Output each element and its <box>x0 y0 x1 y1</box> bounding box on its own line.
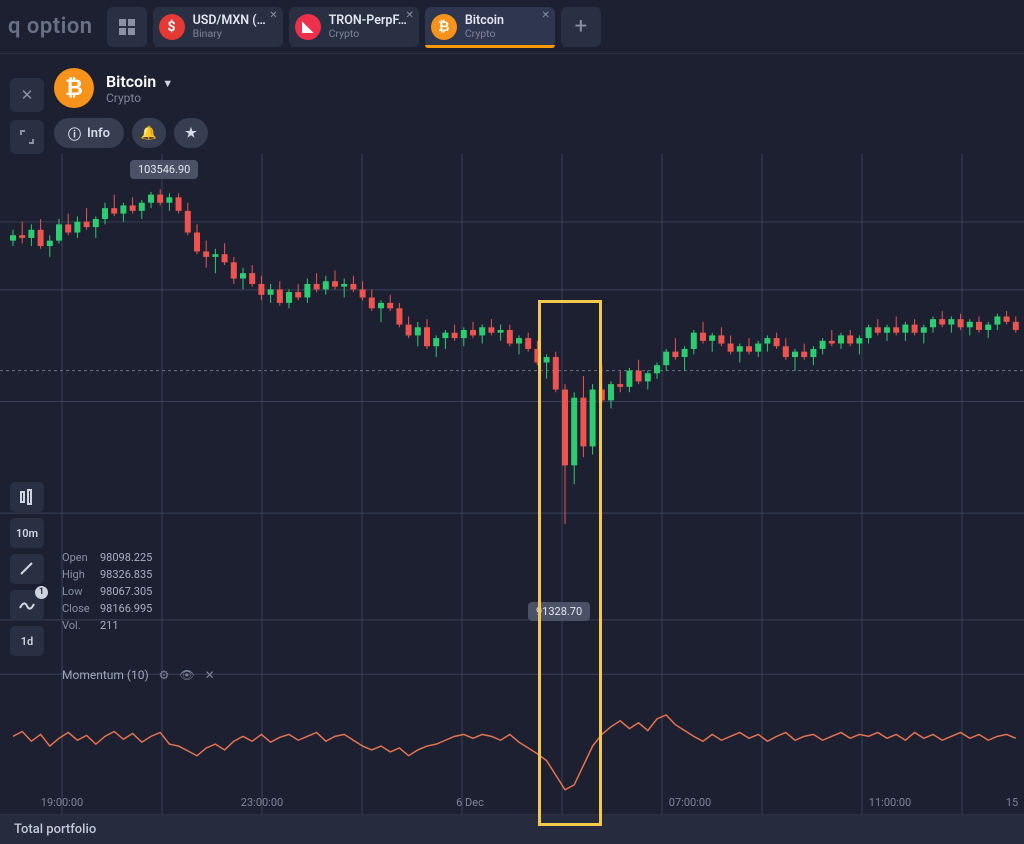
footer-bar[interactable]: Total portfolio <box>0 814 1024 844</box>
tab-bitcoin[interactable]: ✕ ₿ Bitcoin Crypto <box>425 7 555 47</box>
favorite-button[interactable]: ★ <box>174 118 208 148</box>
apps-grid-button[interactable] <box>107 7 147 47</box>
price-high-badge: 103546.90 <box>130 160 198 179</box>
tab-close-icon[interactable]: ✕ <box>269 10 277 21</box>
range-button[interactable]: 1d <box>10 626 44 656</box>
bell-icon: 🔔 <box>141 126 157 141</box>
tab-title: TRON-PerpF… <box>329 14 407 28</box>
tab-asset-icon: ◣ <box>295 14 321 40</box>
info-icon: ⓘ <box>68 124 81 143</box>
main-area: ✕ ₿ Bitcoin▼ Crypto ⓘInfo 🔔 ★ 103546.90 … <box>0 54 1024 844</box>
time-tick: 11:00:00 <box>869 796 911 809</box>
bitcoin-icon: ₿ <box>54 68 94 108</box>
time-tick: 07:00:00 <box>669 796 711 809</box>
time-tick: 23:00:00 <box>241 796 283 809</box>
star-icon: ★ <box>185 126 197 141</box>
fullscreen-button[interactable] <box>10 120 44 154</box>
chart-area[interactable] <box>0 154 1024 814</box>
symbol-header[interactable]: ₿ Bitcoin ▼ Crypto <box>54 68 173 108</box>
time-axis: 19:00:00 23:00:00 6 Dec 07:00:00 11:00:00 15 <box>0 790 1024 814</box>
alerts-button[interactable]: 🔔 <box>132 118 166 148</box>
close-chart-button[interactable]: ✕ <box>10 78 44 112</box>
symbol-name: Bitcoin <box>106 72 156 91</box>
remove-indicator-icon[interactable]: ✕ <box>205 668 215 682</box>
info-label: Info <box>87 126 110 141</box>
add-tab-button[interactable]: + <box>561 7 601 47</box>
draw-tools-button[interactable] <box>10 554 44 584</box>
top-tab-bar: q option ✕ $ USD/MXN (… Binary✕ ◣ TRON-P… <box>0 0 1024 54</box>
time-tick: 19:00:00 <box>41 796 83 809</box>
tab-asset-icon: $ <box>159 14 185 40</box>
tab-subtitle: Binary <box>193 28 266 40</box>
gear-icon[interactable]: ⚙ <box>159 668 170 682</box>
price-low-badge: 91328.70 <box>528 602 590 621</box>
tab-close-icon[interactable]: ✕ <box>405 10 413 21</box>
info-button[interactable]: ⓘ Info <box>54 118 124 148</box>
time-tick: 6 Dec <box>456 796 484 809</box>
tab-tron-perpf-[interactable]: ✕ ◣ TRON-PerpF… Crypto <box>289 7 419 47</box>
tab-subtitle: Crypto <box>329 28 407 40</box>
footer-label: Total portfolio <box>14 822 96 837</box>
chevron-down-icon: ▼ <box>162 77 173 90</box>
indicator-name: Momentum (10) <box>62 668 149 682</box>
tab-title: Bitcoin <box>465 14 504 28</box>
tab-usd-mxn-[interactable]: ✕ $ USD/MXN (… Binary <box>153 7 283 47</box>
eye-icon[interactable]: 👁 <box>179 668 194 682</box>
symbol-category: Crypto <box>106 91 173 105</box>
indicators-button[interactable]: 1 <box>10 590 44 620</box>
ohlc-panel: Open98098.225 High98326.835 Low98067.305… <box>62 549 152 634</box>
chart-type-button[interactable] <box>10 482 44 512</box>
tab-title: USD/MXN (… <box>193 14 266 28</box>
time-tick: 15 <box>1006 796 1018 809</box>
tab-close-icon[interactable]: ✕ <box>541 10 549 21</box>
tab-asset-icon: ₿ <box>431 14 457 40</box>
timeframe-button[interactable]: 10m <box>10 518 44 548</box>
tab-subtitle: Crypto <box>465 28 504 40</box>
app-logo: q option <box>8 14 101 39</box>
indicator-header: Momentum (10) ⚙ 👁 ✕ <box>62 668 215 682</box>
